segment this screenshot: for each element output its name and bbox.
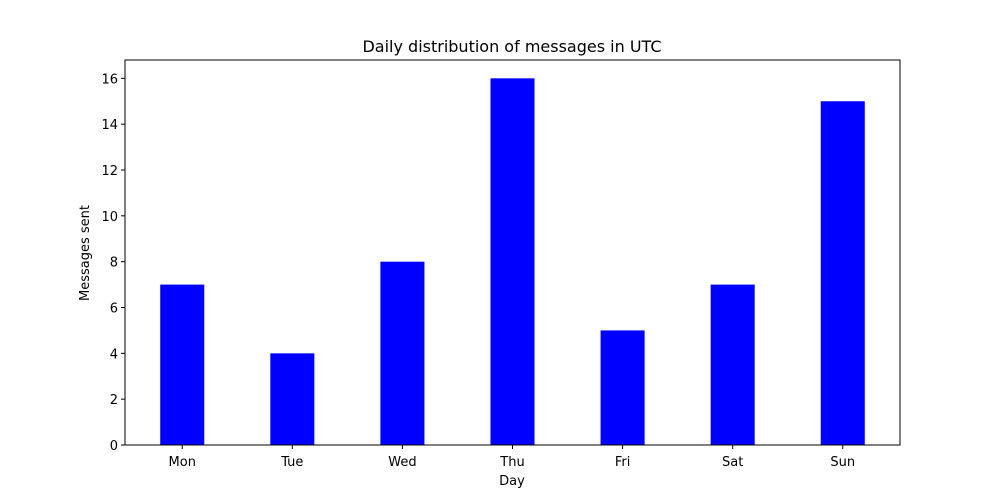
- chart-title: Daily distribution of messages in UTC: [362, 37, 661, 56]
- x-tick-label: Mon: [169, 455, 196, 470]
- bar-sat: [710, 284, 755, 445]
- y-axis-ticks: 0 2 4 6 8 10 12 14 16: [101, 72, 125, 454]
- bar-fri: [600, 330, 645, 445]
- plot-area-frame: [124, 59, 901, 446]
- bar-wed: [380, 261, 425, 445]
- y-tick-label: 2: [110, 393, 118, 408]
- x-tick-label: Fri: [615, 455, 631, 470]
- x-axis-ticks: Mon Tue Wed Thu Fri Sat Sun: [169, 445, 855, 470]
- y-tick-label: 4: [110, 347, 118, 362]
- y-tick-label: 14: [101, 118, 118, 133]
- y-tick-label: 10: [101, 210, 118, 225]
- x-axis-label: Day: [499, 474, 525, 489]
- y-axis-label: Messages sent: [78, 205, 93, 301]
- x-tick-label: Wed: [388, 455, 416, 470]
- bar-thu: [490, 78, 535, 445]
- bar-mon: [160, 284, 205, 445]
- bars-group: [160, 78, 865, 445]
- x-tick-label: Sun: [830, 455, 855, 470]
- y-tick-label: 12: [101, 164, 118, 179]
- bar-sun: [820, 101, 865, 445]
- y-tick-label: 6: [110, 302, 118, 317]
- y-tick-label: 8: [110, 256, 118, 271]
- y-tick-label: 16: [101, 72, 118, 87]
- x-tick-label: Thu: [499, 455, 524, 470]
- x-tick-label: Tue: [280, 455, 303, 470]
- bar-tue: [270, 353, 315, 445]
- x-tick-label: Sat: [722, 455, 743, 470]
- y-tick-label: 0: [110, 439, 118, 454]
